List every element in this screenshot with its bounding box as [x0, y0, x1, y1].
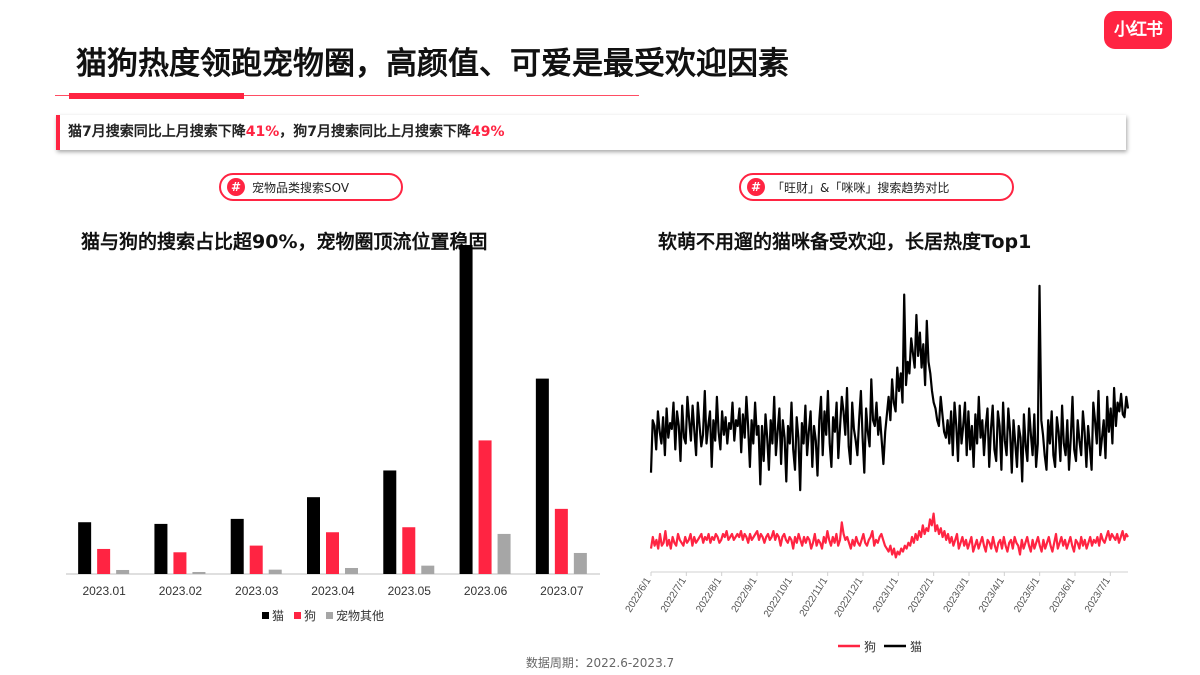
bar [554, 508, 568, 574]
line-x-tick-label: 2022/8/1 [694, 575, 724, 614]
data-period-note: 数据周期：2022.6-2023.7 [525, 656, 675, 670]
legend-label: 狗 [304, 609, 316, 623]
line-chart: 2022/6/1 2022/7/1 2022/8/1 2022/9/1 2022/10/… [624, 284, 1130, 654]
bar-x-tick-label: 2023.04 [311, 584, 355, 598]
bar [535, 378, 549, 574]
bar-x-tick-label: 2023.07 [540, 584, 584, 598]
summary-cat-text: 猫7月搜索同比上月搜索下降 [68, 124, 246, 140]
bar [116, 569, 130, 574]
bar-x-tick-label: 2023.02 [159, 584, 203, 598]
line-x-tick-label: 2022/11/1 [798, 575, 831, 618]
bar [192, 571, 206, 574]
line-x-tick-label: 2023/4/1 [977, 575, 1007, 614]
bar [573, 552, 587, 574]
legend-label: 狗 [864, 640, 876, 654]
line-x-tick-label: 2023/3/1 [942, 575, 972, 614]
title-underline-accent [69, 93, 244, 99]
legend-label: 宠物其他 [336, 608, 384, 623]
bar [421, 565, 435, 574]
summary-separator: ， [279, 124, 294, 140]
bar [268, 569, 282, 574]
line-x-tick-label: 2022/9/1 [730, 575, 760, 614]
line-x-tick-label: 2022/12/1 [833, 575, 866, 619]
bar [307, 497, 320, 574]
right-subtitle: 软萌不用遛的猫咪备受欢迎，长居热度Top1 [658, 231, 1032, 253]
trend-tag-label: 「旺财」&「咪咪」搜索趋势对比 [772, 180, 950, 195]
bar [173, 552, 187, 574]
bar-x-tick-label: 2023.06 [464, 584, 508, 598]
bar [326, 532, 339, 574]
line-x-tick-label: 2023/6/1 [1048, 575, 1078, 614]
line-x-tick-label: 2023/7/1 [1083, 575, 1113, 614]
summary-banner: 猫7月搜索同比上月搜索下降41%，狗7月搜索同比上月搜索下降49% [56, 115, 1126, 150]
bar-x-tick-label: 2023.03 [235, 584, 279, 598]
line-x-tick-label: 2023/1/1 [871, 575, 901, 614]
hashtag-icon: # [747, 178, 765, 196]
bar [97, 548, 111, 574]
bar [78, 522, 92, 574]
summary-dog-text: 狗7月搜索同比上月搜索下降 [293, 124, 472, 140]
line-x-tick-label: 2023/2/1 [906, 575, 936, 614]
legend-swatch [262, 612, 269, 619]
bar [249, 545, 263, 574]
line-x-tick-label: 2023/5/1 [1012, 575, 1042, 614]
line-x-tick-label: 2022/7/1 [659, 575, 689, 614]
series-line [649, 512, 1129, 559]
summary-cat-value: 41% [245, 124, 280, 140]
legend-label: 猫 [272, 609, 284, 623]
bar [459, 245, 473, 574]
summary-dog-value: 49% [471, 124, 505, 140]
page-title: 猫狗热度领跑宠物圈，高颜值、可爱是最受欢迎因素 [76, 46, 789, 82]
sov-tag-label: 宠物品类搜索SOV [252, 180, 350, 195]
xiaohongshu-logo: 小红书 [1104, 11, 1172, 49]
left-subtitle: 猫与狗的搜索占比超90%，宠物圈顶流位置稳固 [81, 231, 488, 253]
legend-swatch [294, 612, 301, 619]
legend-label: 猫 [910, 640, 922, 654]
bar [497, 533, 511, 574]
legend-swatch [326, 612, 333, 619]
bar-chart: 2023.01 2023.02 2023.03 2023.04 2023.05 2023.… [66, 245, 600, 623]
bar [230, 518, 244, 574]
bar [402, 527, 416, 574]
bar [383, 470, 397, 574]
title-underline [55, 95, 639, 96]
trend-tag: # 「旺财」&「咪咪」搜索趋势对比 [739, 173, 1014, 201]
sov-tag: # 宠物品类搜索SOV [219, 173, 403, 201]
series-line [649, 284, 1130, 492]
bar [478, 440, 492, 574]
bar-x-tick-label: 2023.05 [388, 584, 432, 598]
hashtag-icon: # [227, 178, 245, 196]
line-x-tick-label: 2022/6/1 [624, 575, 654, 614]
bar [345, 567, 358, 574]
line-x-tick-label: 2022/10/1 [762, 575, 795, 619]
bar [154, 523, 168, 574]
bar-x-tick-label: 2023.01 [82, 584, 126, 598]
